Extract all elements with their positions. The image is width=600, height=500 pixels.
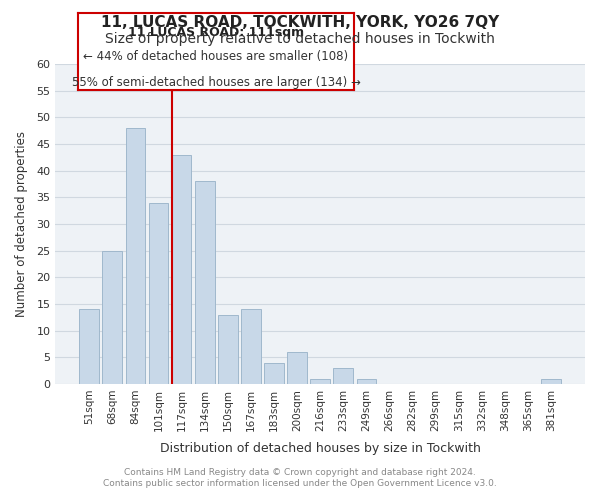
- Y-axis label: Number of detached properties: Number of detached properties: [15, 131, 28, 317]
- Text: 11 LUCAS ROAD: 111sqm: 11 LUCAS ROAD: 111sqm: [128, 26, 304, 40]
- Bar: [218, 314, 238, 384]
- Bar: [356, 378, 376, 384]
- Bar: [195, 182, 215, 384]
- Bar: [103, 250, 122, 384]
- Bar: [79, 310, 99, 384]
- Bar: [241, 310, 260, 384]
- Bar: [287, 352, 307, 384]
- Text: 55% of semi-detached houses are larger (134) →: 55% of semi-detached houses are larger (…: [71, 76, 361, 89]
- Bar: [310, 378, 330, 384]
- X-axis label: Distribution of detached houses by size in Tockwith: Distribution of detached houses by size …: [160, 442, 481, 455]
- Bar: [125, 128, 145, 384]
- Bar: [264, 362, 284, 384]
- Bar: [541, 378, 561, 384]
- Text: Size of property relative to detached houses in Tockwith: Size of property relative to detached ho…: [105, 32, 495, 46]
- Text: Contains HM Land Registry data © Crown copyright and database right 2024.
Contai: Contains HM Land Registry data © Crown c…: [103, 468, 497, 487]
- Bar: [149, 202, 169, 384]
- Text: ← 44% of detached houses are smaller (108): ← 44% of detached houses are smaller (10…: [83, 50, 349, 62]
- Text: 11, LUCAS ROAD, TOCKWITH, YORK, YO26 7QY: 11, LUCAS ROAD, TOCKWITH, YORK, YO26 7QY: [101, 15, 499, 30]
- Bar: [334, 368, 353, 384]
- Bar: [172, 154, 191, 384]
